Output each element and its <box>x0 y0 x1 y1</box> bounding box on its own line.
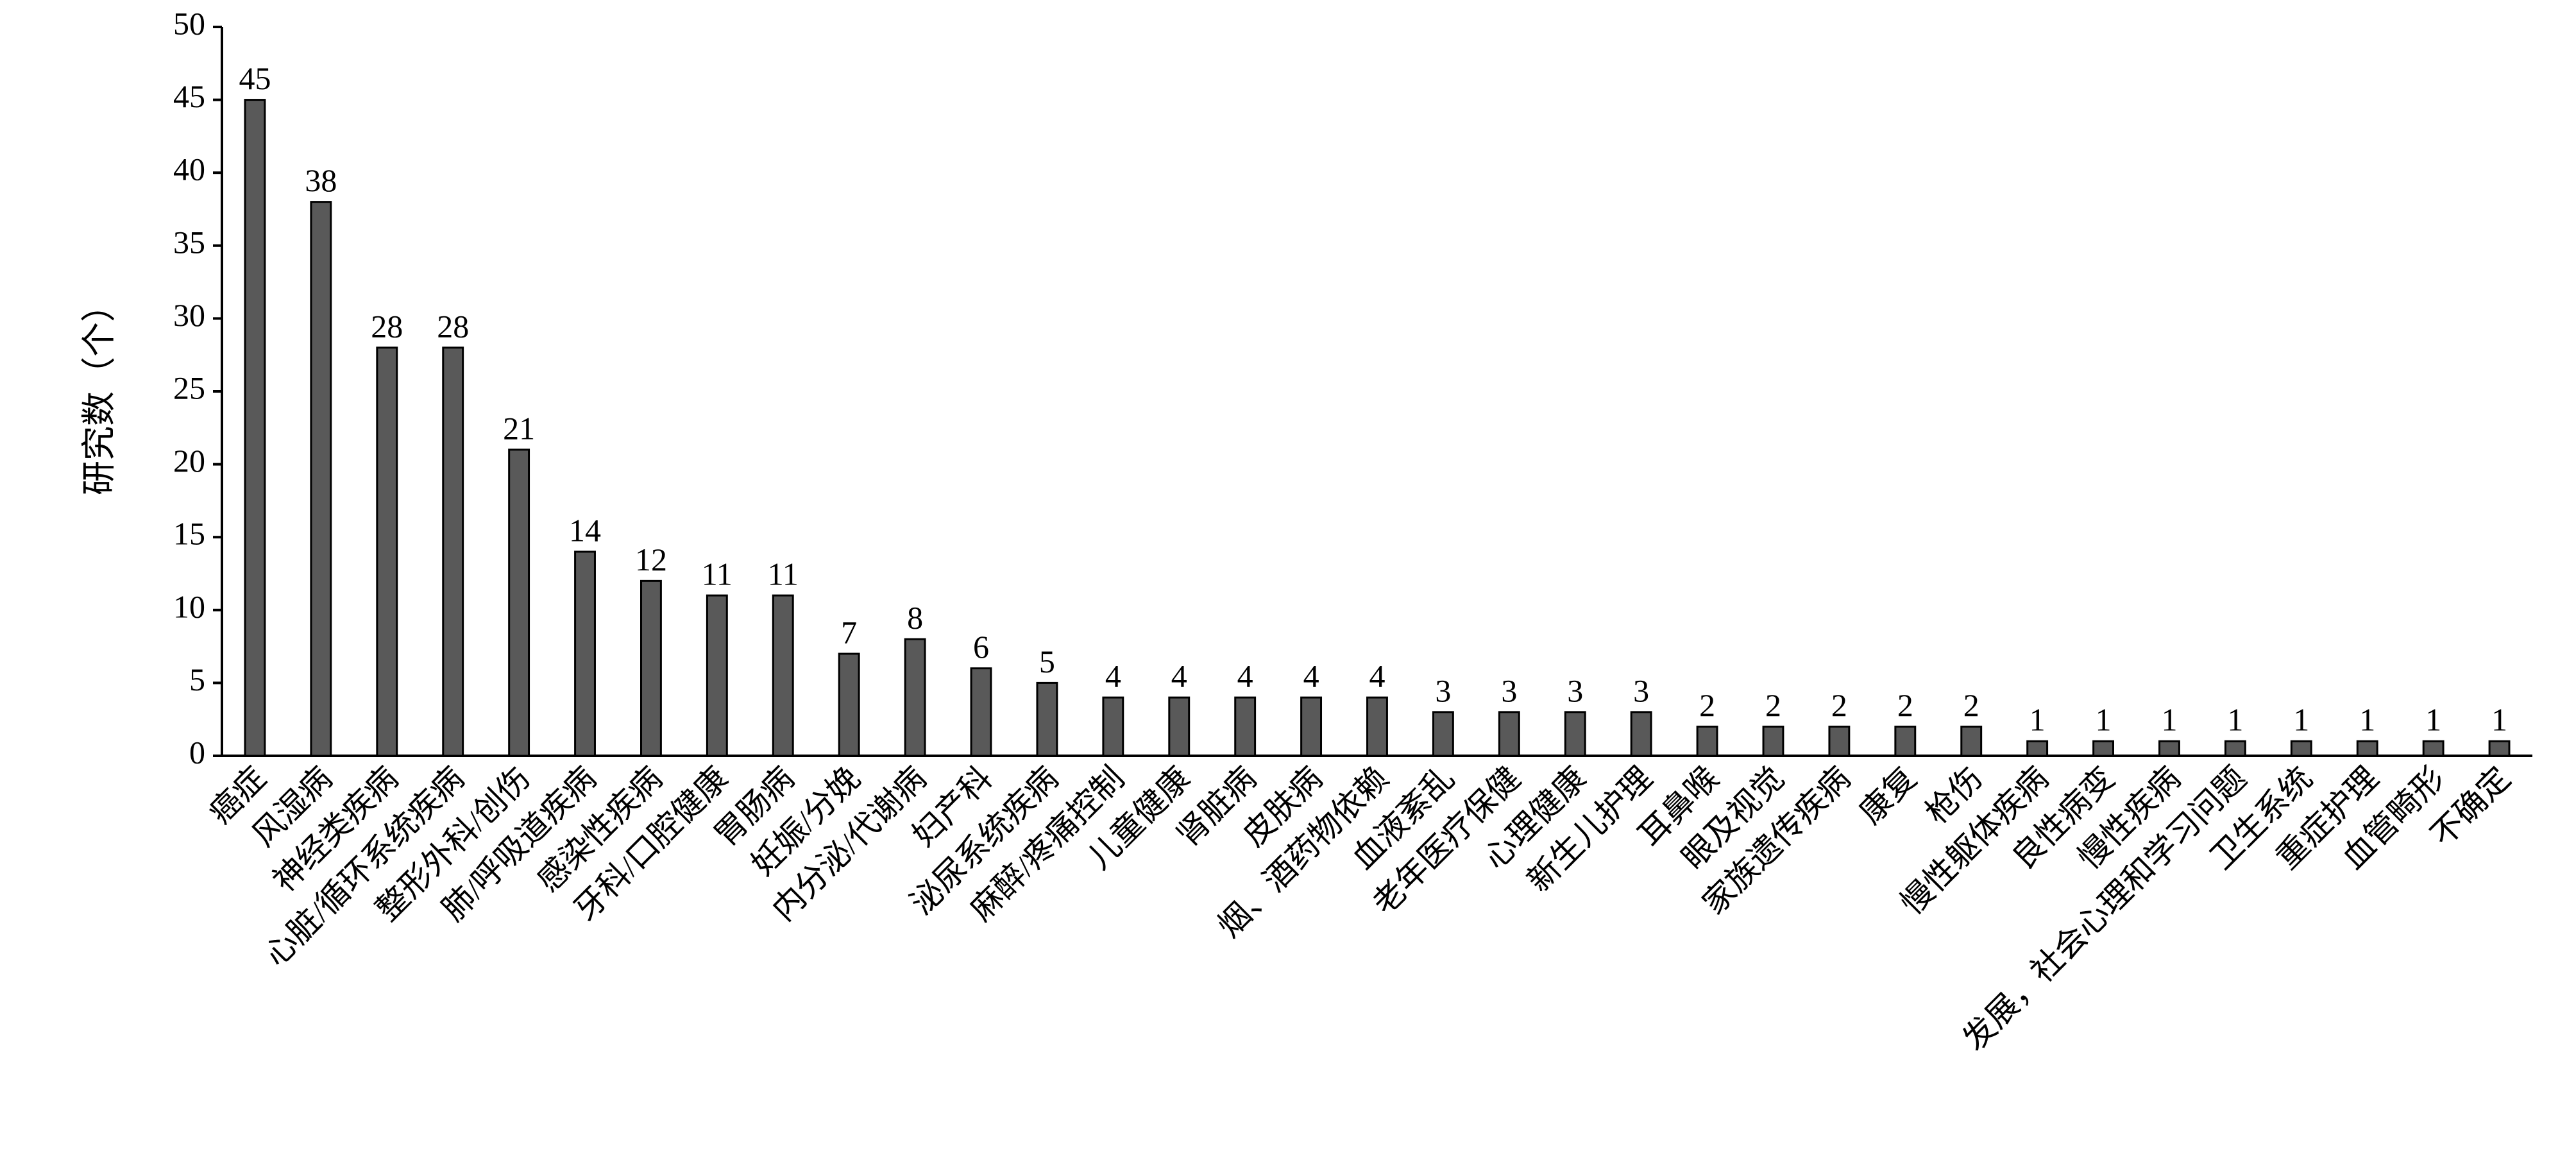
bar <box>2422 740 2445 757</box>
value-label: 4 <box>1171 658 1187 694</box>
bar <box>376 346 398 757</box>
bar <box>772 594 794 757</box>
y-tick-label: 20 <box>173 443 205 479</box>
y-tick-label: 0 <box>189 734 205 770</box>
value-label: 3 <box>1435 672 1451 708</box>
bar <box>2158 740 2180 757</box>
bar <box>706 594 728 757</box>
bar <box>1300 696 1323 757</box>
bar <box>508 448 530 757</box>
value-label: 45 <box>239 60 271 96</box>
bar <box>1894 726 1917 757</box>
value-label: 3 <box>1633 672 1649 708</box>
bar <box>1102 696 1124 757</box>
y-tick-label: 10 <box>173 588 205 624</box>
value-label: 1 <box>2359 702 2375 738</box>
y-axis-label: 研究数（个） <box>80 287 118 495</box>
value-label: 2 <box>1831 687 1847 723</box>
value-label: 28 <box>371 308 403 344</box>
value-label: 6 <box>973 629 989 665</box>
value-label: 38 <box>305 162 337 198</box>
value-label: 28 <box>437 308 469 344</box>
bar <box>310 201 332 757</box>
value-label: 14 <box>569 512 601 548</box>
value-label: 12 <box>635 542 667 577</box>
value-label: 8 <box>907 600 923 636</box>
bar <box>1564 711 1586 757</box>
y-tick-label: 15 <box>173 516 205 552</box>
bar <box>640 579 662 757</box>
y-tick-label: 40 <box>173 151 205 187</box>
bar <box>1960 726 1983 757</box>
bar <box>1168 696 1191 757</box>
value-label: 2 <box>1699 687 1715 723</box>
bar <box>1630 711 1652 757</box>
value-label: 1 <box>2161 702 2177 738</box>
value-label: 1 <box>2491 702 2507 738</box>
bar <box>574 550 596 757</box>
bar <box>2356 740 2378 757</box>
y-tick-label: 30 <box>173 297 205 333</box>
bar <box>1762 726 1784 757</box>
value-label: 5 <box>1039 644 1055 679</box>
value-label: 1 <box>2227 702 2243 738</box>
bar <box>1828 726 1851 757</box>
x-tick-label: 康复 <box>1852 760 1923 830</box>
bar <box>904 638 926 757</box>
y-tick-label: 50 <box>173 5 205 41</box>
bar <box>838 653 860 757</box>
y-tick-label: 45 <box>173 78 205 114</box>
bar <box>1498 711 1520 757</box>
value-label: 1 <box>2029 702 2046 738</box>
value-label: 4 <box>1237 658 1253 694</box>
bar <box>2488 740 2511 757</box>
y-tick-label: 25 <box>173 370 205 405</box>
value-label: 11 <box>768 556 799 592</box>
bar <box>244 99 266 757</box>
bar <box>442 346 464 757</box>
bar <box>1432 711 1454 757</box>
value-label: 7 <box>841 614 857 650</box>
bar <box>1696 726 1718 757</box>
value-label: 4 <box>1105 658 1121 694</box>
value-label: 1 <box>2425 702 2441 738</box>
value-label: 1 <box>2096 702 2112 738</box>
bar <box>2092 740 2114 757</box>
value-label: 21 <box>503 410 535 446</box>
value-label: 3 <box>1501 672 1517 708</box>
value-label: 11 <box>702 556 733 592</box>
bar <box>1366 696 1388 757</box>
value-label: 4 <box>1303 658 1319 694</box>
bar <box>2290 740 2312 757</box>
value-label: 2 <box>1765 687 1781 723</box>
value-label: 2 <box>1897 687 1913 723</box>
value-label: 3 <box>1567 672 1583 708</box>
value-label: 1 <box>2293 702 2309 738</box>
bar <box>970 667 992 757</box>
y-tick-label: 5 <box>189 661 205 697</box>
bar <box>1036 681 1058 757</box>
bar <box>2026 740 2049 757</box>
y-tick-label: 35 <box>173 224 205 260</box>
bar <box>1234 696 1257 757</box>
value-label: 2 <box>1963 687 1979 723</box>
bar <box>2224 740 2246 757</box>
value-label: 4 <box>1369 658 1385 694</box>
